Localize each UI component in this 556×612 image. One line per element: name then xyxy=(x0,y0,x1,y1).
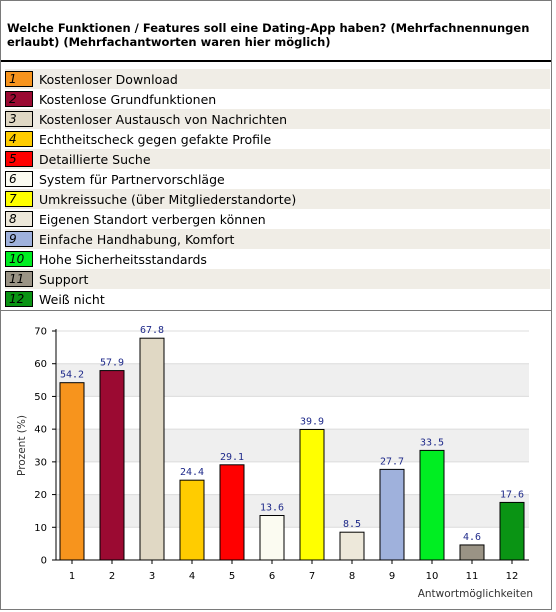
legend-swatch: 9 xyxy=(5,231,33,247)
bar xyxy=(139,337,165,561)
legend-swatch: 5 xyxy=(5,151,33,167)
y-tick-label: 50 xyxy=(34,392,47,403)
bar xyxy=(259,515,285,561)
bar xyxy=(419,449,445,561)
legend-item: 4 Echtheitscheck gegen gefakte Profile xyxy=(5,129,550,149)
data-label: 39.9 xyxy=(300,416,324,427)
legend-label: Support xyxy=(39,271,89,287)
legend-label: Kostenloser Austausch von Nachrichten xyxy=(39,111,288,127)
legend-swatch: 4 xyxy=(5,131,33,147)
bar xyxy=(59,382,85,561)
legend-swatch: 12 xyxy=(5,291,33,307)
data-label: 24.4 xyxy=(180,467,204,478)
legend-swatch: 1 xyxy=(5,71,33,87)
bar xyxy=(299,428,325,561)
legend-item: 1 Kostenloser Download xyxy=(5,69,550,89)
legend-item: 7 Umkreissuche (über Mitgliederstandorte) xyxy=(5,189,550,209)
legend-label: Umkreissuche (über Mitgliederstandorte) xyxy=(39,191,297,207)
y-tick-label: 40 xyxy=(34,425,47,436)
legend-item: 8 Eigenen Standort verbergen können xyxy=(5,209,550,229)
answer-legend: 1 Kostenloser Download 2 Kostenlose Grundfu… xyxy=(5,69,550,309)
x-axis-title: Antwortmöglichkeiten xyxy=(418,588,533,600)
legend-swatch: 7 xyxy=(5,191,33,207)
y-tick-label: 30 xyxy=(34,457,47,468)
legend-swatch: 2 xyxy=(5,91,33,107)
data-label: 17.6 xyxy=(500,489,524,500)
data-label: 4.6 xyxy=(463,532,481,543)
legend-item: 10 Hohe Sicherheitsstandards xyxy=(5,249,550,269)
x-tick-label: 6 xyxy=(269,571,275,582)
bar xyxy=(219,464,245,561)
data-label: 33.5 xyxy=(420,437,444,448)
section-divider xyxy=(1,310,551,311)
legend-swatch: 3 xyxy=(5,111,33,127)
legend-item: 12 Weiß nicht xyxy=(5,289,550,309)
legend-item: 2 Kostenlose Grundfunktionen xyxy=(5,89,550,109)
legend-label: Detaillierte Suche xyxy=(39,151,151,167)
legend-item: 11 Support xyxy=(5,269,550,289)
legend-item: 5 Detaillierte Suche xyxy=(5,149,550,169)
x-tick-label: 12 xyxy=(506,571,519,582)
bar xyxy=(179,479,205,561)
grid-band xyxy=(56,429,529,462)
y-tick-label: 70 xyxy=(34,327,47,338)
x-tick-label: 5 xyxy=(229,571,235,582)
x-tick-label: 9 xyxy=(389,571,395,582)
x-tick-label: 4 xyxy=(189,571,195,582)
bar xyxy=(459,544,485,561)
grid-band xyxy=(56,494,529,528)
data-label: 13.6 xyxy=(260,503,284,514)
legend-swatch: 8 xyxy=(5,211,33,227)
legend-item: 3 Kostenloser Austausch von Nachrichten xyxy=(5,109,550,129)
legend-label: Eigenen Standort verbergen können xyxy=(39,211,266,227)
legend-label: Weiß nicht xyxy=(39,291,105,307)
bar-chart: 0 10 20 30 40 50 60 70 54.2 1 57.9 2 67.8 3 24.4 4 29.1 5… xyxy=(16,325,533,600)
y-tick-label: 20 xyxy=(34,490,47,501)
legend-swatch: 10 xyxy=(5,251,33,267)
x-tick-label: 10 xyxy=(426,571,439,582)
data-label: 27.7 xyxy=(380,456,404,467)
bar xyxy=(339,531,365,561)
legend-label: System für Partnervorschläge xyxy=(39,171,225,187)
data-label: 54.2 xyxy=(60,370,84,381)
data-label: 67.8 xyxy=(140,325,164,336)
y-tick-label: 0 xyxy=(41,556,47,567)
legend-swatch: 6 xyxy=(5,171,33,187)
legend-label: Hohe Sicherheitsstandards xyxy=(39,251,207,267)
legend-label: Echtheitscheck gegen gefakte Profile xyxy=(39,131,272,147)
grid-band xyxy=(56,363,529,397)
legend-label: Einfache Handhabung, Komfort xyxy=(39,231,235,247)
legend-swatch: 11 xyxy=(5,271,33,287)
legend-label: Kostenlose Grundfunktionen xyxy=(39,91,217,107)
data-label: 8.5 xyxy=(343,519,361,530)
legend-item: 9 Einfache Handhabung, Komfort xyxy=(5,229,550,249)
bar xyxy=(379,468,405,561)
data-label: 29.1 xyxy=(220,452,244,463)
data-label: 57.9 xyxy=(100,358,124,369)
bar xyxy=(499,501,525,561)
x-tick-label: 11 xyxy=(466,571,479,582)
legend-label: Kostenloser Download xyxy=(39,71,178,87)
x-tick-label: 7 xyxy=(309,571,315,582)
x-tick-label: 2 xyxy=(109,571,115,582)
x-tick-label: 1 xyxy=(69,571,75,582)
question-title: Welche Funktionen / Features soll eine D… xyxy=(7,21,530,49)
y-tick-label: 60 xyxy=(34,359,47,370)
y-tick-label: 10 xyxy=(34,523,47,534)
x-tick-label: 8 xyxy=(349,571,355,582)
y-axis-title: Prozent (%) xyxy=(16,415,28,476)
x-tick-label: 3 xyxy=(149,571,155,582)
bar xyxy=(99,370,125,561)
legend-item: 6 System für Partnervorschläge xyxy=(5,169,550,189)
title-divider xyxy=(1,60,551,62)
